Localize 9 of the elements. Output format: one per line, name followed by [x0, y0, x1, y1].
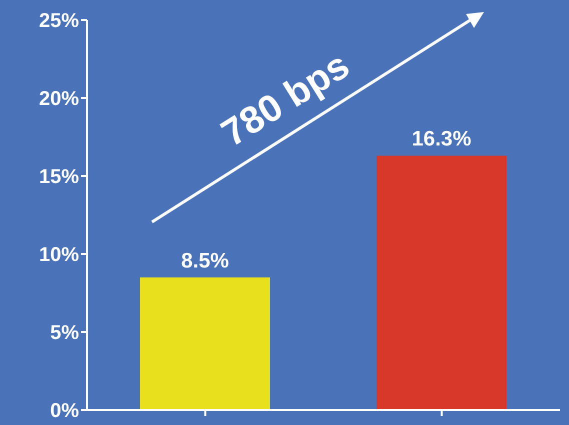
y-tick-label: 5%	[50, 322, 80, 344]
data-label: 8.5%	[181, 249, 230, 272]
data-label: 16.3%	[412, 128, 472, 151]
y-tick-label: 20%	[38, 88, 80, 110]
annotation: 780 bps	[214, 44, 357, 156]
y-tick-label: 25%	[38, 10, 80, 32]
y-tick-label: 15%	[38, 166, 80, 188]
y-tick-label: 0%	[50, 400, 80, 422]
y-tick-label: 10%	[38, 244, 80, 266]
